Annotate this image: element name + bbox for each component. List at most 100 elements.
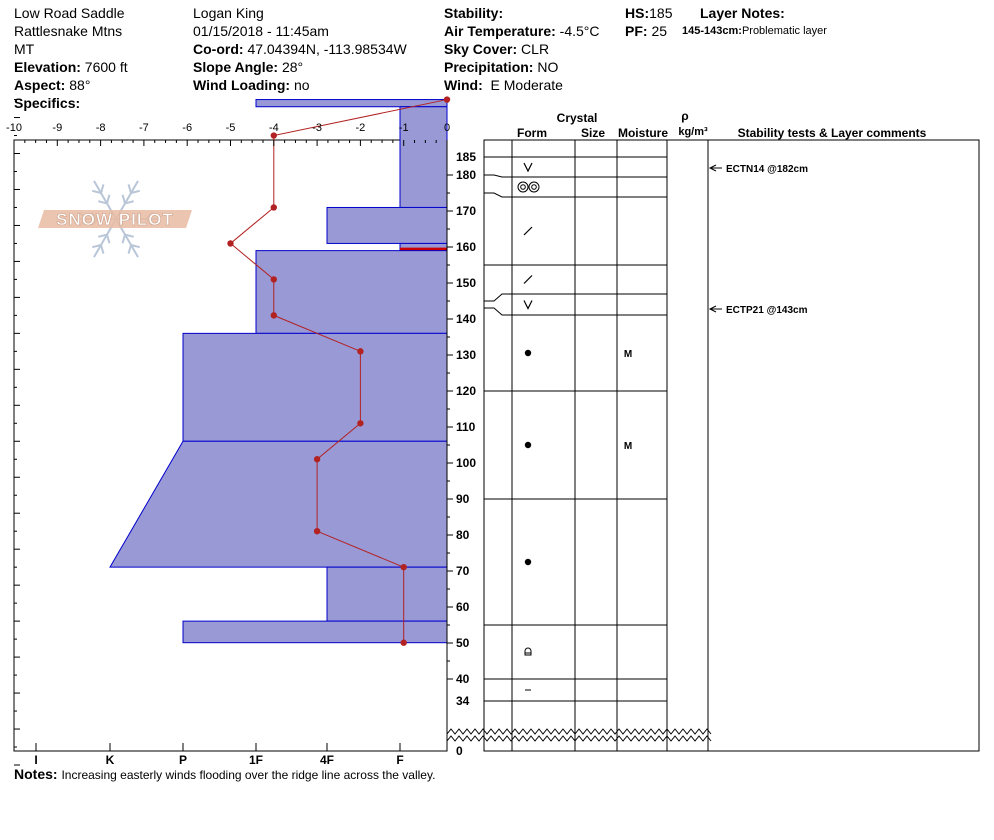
header-form: Form: [517, 126, 547, 140]
depth-tick-label: 120: [456, 384, 476, 398]
snowflake-icon: [106, 234, 111, 244]
temperature-point: [313, 527, 321, 535]
logo-text: SNOW PILOT: [56, 210, 174, 229]
depth-tick-label: 170: [456, 204, 476, 218]
snowflake-icon: [106, 194, 111, 204]
precip-label: Precipitation:: [444, 59, 534, 75]
snowflake-icon: [124, 233, 134, 238]
header-moisture: Moisture: [618, 126, 668, 140]
temp-tick-label: -9: [52, 122, 62, 134]
depth-tick-label: 130: [456, 348, 476, 362]
depth-tick-label: 110: [456, 420, 476, 434]
temperature-point: [270, 312, 277, 319]
conditions-block: Stability: Air Temperature: -4.5°C Sky C…: [444, 4, 600, 94]
stability-test-label: ECTN14 @182cm: [726, 164, 808, 175]
wind-row: Wind: E Moderate: [444, 76, 600, 94]
air-temp-label: Air Temperature:: [444, 23, 556, 39]
coord-value: 47.04394N, -113.98534W: [247, 41, 407, 57]
mountain-range: Rattlesnake Mtns: [14, 23, 123, 39]
hardness-tick-label: 4F: [320, 753, 334, 767]
form-rounding-icon: [520, 184, 526, 190]
depth-tick-label: 80: [456, 528, 470, 542]
hardness-layer: [326, 206, 448, 244]
header-crystal: Crystal: [557, 111, 598, 125]
elevation-label: Elevation:: [14, 59, 81, 75]
form-facet-icon: [523, 300, 533, 310]
elevation-row: Elevation: 7600 ft: [14, 58, 128, 76]
header-density-unit: kg/m³: [678, 126, 708, 138]
depth-tick-label: 160: [456, 240, 476, 254]
temperature-point: [400, 563, 407, 571]
aspect-row: Aspect: 88°: [14, 76, 128, 94]
form-rounded-grain-icon: [524, 349, 532, 357]
sky-label: Sky Cover:: [444, 41, 518, 57]
aspect-label: Aspect:: [14, 77, 66, 93]
hs-value: 185: [649, 5, 673, 21]
layer-connector: [484, 174, 512, 178]
layer-connector: [484, 293, 512, 302]
hardness-layer: [255, 250, 448, 334]
depth-tick-label: 90: [456, 492, 470, 506]
layer-table-frame: [483, 139, 980, 752]
observer-block: Logan King 01/15/2018 - 11:45am Co-ord: …: [193, 4, 407, 94]
notes-text: Increasing easterly winds flooding over …: [61, 768, 436, 782]
stability-label: Stability:: [444, 5, 504, 21]
snowflake-icon: [98, 233, 108, 238]
depth-tick-label: 150: [456, 276, 476, 290]
header-size: Size: [581, 126, 605, 140]
snowflake-icon: [124, 200, 134, 205]
temperature-point: [270, 132, 277, 139]
hardness-layer: [326, 566, 448, 622]
depth-tick-label: 70: [456, 564, 470, 578]
coord-label: Co-ord:: [193, 41, 244, 57]
weak-layer-marker: [400, 247, 447, 251]
hardness-tick-label: 1F: [249, 753, 263, 767]
pf-label: PF:: [625, 23, 648, 39]
specifics-row: Specifics:: [14, 94, 128, 112]
snowflake-icon: [100, 184, 105, 194]
moisture-value: M: [624, 441, 632, 452]
layer-note-range: 145-143cm:: [682, 25, 742, 37]
observation-datetime: 01/15/2018 - 11:45am: [193, 23, 329, 39]
wind-label: Wind:: [444, 77, 483, 93]
temperature-point: [313, 456, 321, 463]
layer-note-row: 145-143cm:Problematic layer: [682, 22, 827, 40]
hs-row: HS:185: [625, 4, 672, 22]
form-decomposing-icon: [523, 226, 533, 236]
specifics-label: Specifics:: [14, 95, 81, 111]
depth-tick-label: 60: [456, 600, 470, 614]
depth-tick-label: 34: [456, 694, 470, 708]
site-block: Low Road Saddle Rattlesnake Mtns MT Elev…: [14, 4, 128, 112]
depth-tick-label: 140: [456, 312, 476, 326]
hardness-tick-label: P: [179, 753, 187, 767]
depth-tick-label: 0: [456, 744, 463, 758]
temp-tick-label: -7: [139, 122, 149, 134]
snowflake-icon: [130, 244, 140, 249]
temp-tick-label: -3: [312, 122, 322, 134]
form-melt-crust-icon: [524, 647, 532, 656]
wind-loading-row: Wind Loading: no: [193, 76, 407, 94]
snowflake-icon: [121, 234, 126, 244]
depth-tick-label: 100: [456, 456, 476, 470]
form-decomposing-icon: [523, 275, 533, 284]
temp-tick-label: -2: [356, 122, 366, 134]
hardness-tick-label: F: [396, 753, 403, 767]
air-temp-value: -4.5°C: [559, 23, 600, 39]
air-temp-row: Air Temperature: -4.5°C: [444, 22, 600, 40]
moisture-value: M: [624, 349, 632, 360]
state: MT: [14, 41, 35, 57]
form-rounding-icon: [531, 184, 537, 190]
wind-value: E Moderate: [490, 77, 563, 93]
precip-row: Precipitation: NO: [444, 58, 600, 76]
form-rounded-grain-icon: [524, 441, 532, 449]
slope-row: Slope Angle: 28°: [193, 58, 407, 76]
stability-test-label: ECTP21 @143cm: [726, 305, 808, 316]
depth-tick-label: 40: [456, 672, 470, 686]
notes-label: Notes:: [14, 766, 58, 782]
snowflake-icon: [127, 244, 132, 254]
wind-loading-value: no: [293, 77, 310, 93]
pf-value: 25: [651, 23, 668, 39]
layer-note-text: Problematic layer: [741, 25, 827, 37]
observer-name: Logan King: [193, 5, 264, 21]
hardness-layer: [182, 620, 448, 644]
